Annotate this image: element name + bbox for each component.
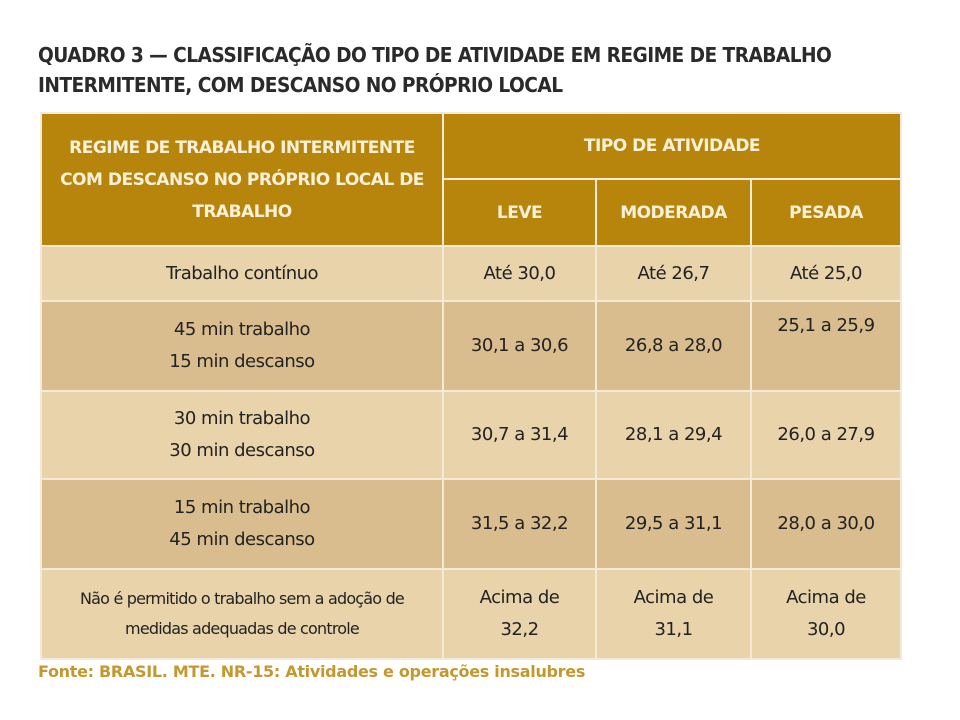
cell-line: Acima de — [786, 587, 866, 608]
cell-line: 45 min trabalho — [173, 319, 311, 340]
table-row: Não é permitido o trabalho sem a adoção … — [40, 568, 902, 660]
cell-leve: Acima de 32,2 — [442, 568, 597, 660]
cell-regime: 15 min trabalho 45 min descanso — [40, 478, 444, 570]
header-line: TRABALHO — [192, 201, 292, 222]
source-note: Fonte: BRASIL. MTE. NR-15: Atividades e … — [38, 662, 586, 681]
cell-moderada: Até 26,7 — [595, 245, 752, 302]
table-row: 45 min trabalho 15 min descanso 30,1 a 30… — [40, 300, 902, 392]
table-row: 30 min trabalho 30 min descanso 30,7 a 31… — [40, 390, 902, 480]
cell-regime: 30 min trabalho 30 min descanso — [40, 390, 444, 480]
cell-line: 32,2 — [500, 619, 539, 640]
cell-line: Acima de — [479, 587, 560, 608]
cell-line: 31,1 — [654, 619, 693, 640]
cell-line: 15 min trabalho — [173, 497, 311, 518]
cell-leve: 30,7 a 31,4 — [442, 390, 597, 480]
cell-line: 30,0 — [806, 619, 846, 640]
cell-line: medidas adequadas de controle — [125, 619, 360, 638]
cell-regime: Trabalho contínuo — [40, 245, 444, 302]
table-row: Trabalho contínuo Até 30,0 Até 26,7 Até … — [40, 245, 902, 302]
header-moderada: MODERADA — [595, 178, 752, 247]
table-row: 15 min trabalho 45 min descanso 31,5 a 32… — [40, 478, 902, 570]
cell-moderada: 29,5 a 31,1 — [595, 478, 752, 570]
header-leve: LEVE — [442, 178, 597, 247]
cell-line: Não é permitido o trabalho sem a adoção … — [80, 589, 405, 608]
cell-moderada: 26,8 a 28,0 — [595, 300, 752, 392]
title-line: INTERMITENTE, COM DESCANSO NO PRÓPRIO LO… — [38, 73, 563, 97]
cell-pesada: Acima de 30,0 — [750, 568, 902, 660]
cell-pesada: 28,0 a 30,0 — [750, 478, 902, 570]
header-regime: REGIME DE TRABALHO INTERMITENTE COM DESC… — [40, 112, 444, 247]
cell-moderada: 28,1 a 29,4 — [595, 390, 752, 480]
cell-regime: Não é permitido o trabalho sem a adoção … — [40, 568, 444, 660]
header-line: COM DESCANSO NO PRÓPRIO LOCAL DE — [60, 169, 424, 190]
cell-leve: 30,1 a 30,6 — [442, 300, 597, 392]
cell-leve: 31,5 a 32,2 — [442, 478, 597, 570]
cell-regime: 45 min trabalho 15 min descanso — [40, 300, 444, 392]
cell-line: 30 min descanso — [169, 440, 315, 461]
cell-line: 30 min trabalho — [173, 408, 311, 429]
header-tipo-atividade: TIPO DE ATIVIDADE — [442, 112, 902, 180]
cell-line: 45 min descanso — [169, 529, 315, 550]
header-pesada: PESADA — [750, 178, 902, 247]
cell-line: 15 min descanso — [169, 351, 315, 372]
cell-pesada: 25,1 a 25,9 — [750, 300, 902, 392]
classification-table: REGIME DE TRABALHO INTERMITENTE COM DESC… — [40, 112, 902, 660]
table-title: QUADRO 3 — CLASSIFICAÇÃO DO TIPO DE ATIV… — [38, 40, 856, 100]
cell-line: Acima de — [633, 587, 714, 608]
header-line: REGIME DE TRABALHO INTERMITENTE — [69, 137, 415, 158]
cell-pesada: Até 25,0 — [750, 245, 902, 302]
cell-moderada: Acima de 31,1 — [595, 568, 752, 660]
cell-pesada: 26,0 a 27,9 — [750, 390, 902, 480]
cell-leve: Até 30,0 — [442, 245, 597, 302]
title-line: QUADRO 3 — CLASSIFICAÇÃO DO TIPO DE ATIV… — [38, 43, 832, 67]
